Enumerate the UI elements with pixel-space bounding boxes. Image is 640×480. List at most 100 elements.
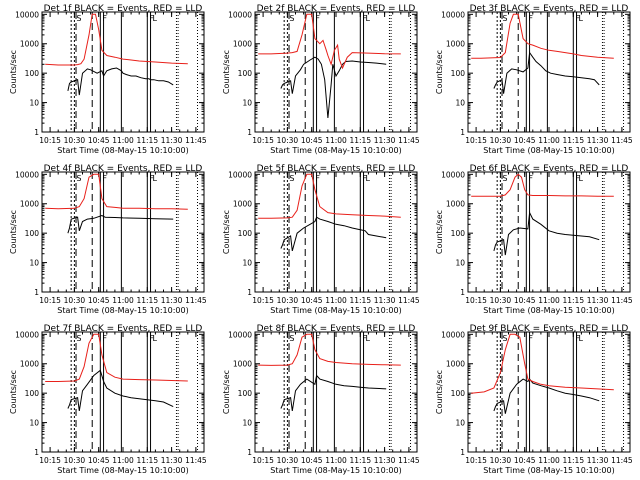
marker-annotation: S (289, 14, 294, 23)
marker-annotation: F (102, 14, 107, 23)
x-tick-label: 11:00 (112, 296, 134, 305)
x-tick-label: 11:30 (374, 296, 396, 305)
x-tick-label: 11:15 (136, 296, 158, 305)
panel-3: Det 3f BLACK = Events, RED = LLD 1 10 100 10… (435, 4, 633, 155)
y-tick-label: 10 (29, 419, 39, 428)
marker-annotation: F (102, 174, 107, 183)
marker-annotation: S (76, 14, 81, 23)
panel-title: Det 5f BLACK = Events, RED = LLD (257, 164, 416, 174)
series-lld (45, 173, 188, 210)
plot-frame (41, 331, 205, 453)
x-tick-label: 11:30 (587, 456, 609, 465)
x-tick-label: 11:00 (538, 296, 560, 305)
x-tick-label: 11:00 (325, 136, 347, 145)
y-tick-label: 1 (247, 288, 252, 297)
panel-title: Det 6f BLACK = Events, RED = LLD (470, 164, 629, 174)
y-tick-label: 100 (238, 69, 253, 78)
series-lld (471, 173, 614, 197)
x-tick-label: 10:45 (301, 136, 323, 145)
panel-6: Det 6f BLACK = Events, RED = LLD 1 10 100 10… (435, 164, 633, 315)
series-events (493, 51, 600, 94)
series-lld (258, 333, 401, 366)
plot-frame (467, 331, 631, 453)
panel-title: Det 3f BLACK = Events, RED = LLD (470, 4, 629, 14)
y-tick-label: 10 (29, 259, 39, 268)
marker-annotation: F (528, 14, 533, 23)
x-axis-label: Start Time (08-May-15 10:10:00) (270, 306, 401, 315)
series-events (67, 214, 174, 234)
marker-annotation: S (76, 334, 81, 343)
y-tick-label: 100 (451, 389, 466, 398)
marker-annotation: F (528, 174, 533, 183)
marker-annotation: F (315, 334, 320, 343)
x-tick-label: 11:45 (185, 296, 207, 305)
x-tick-label: 11:15 (562, 136, 584, 145)
x-tick-label: 11:30 (374, 456, 396, 465)
y-tick-label: 10000 (441, 330, 465, 339)
x-tick-label: 10:15 (465, 296, 487, 305)
y-tick-label: 10000 (441, 10, 465, 19)
y-tick-label: 100 (238, 229, 253, 238)
x-tick-label: 10:30 (277, 136, 299, 145)
x-tick-label: 11:45 (611, 136, 633, 145)
marker-annotation: F (362, 174, 367, 183)
y-tick-label: 100 (238, 389, 253, 398)
series-events (280, 374, 387, 411)
marker-annotation: L (153, 14, 158, 23)
series-events (280, 56, 387, 119)
x-tick-label: 11:15 (136, 136, 158, 145)
y-tick-label: 100 (25, 69, 40, 78)
y-axis-label: Counts/sec (435, 370, 444, 414)
x-axis-label: Start Time (08-May-15 10:10:00) (57, 146, 188, 155)
marker-annotation: S (502, 334, 507, 343)
panel-title: Det 1f BLACK = Events, RED = LLD (44, 4, 203, 14)
x-tick-label: 10:30 (490, 456, 512, 465)
x-tick-label: 10:45 (514, 296, 536, 305)
y-axis-label: Counts/sec (9, 210, 18, 254)
x-tick-label: 11:00 (112, 136, 134, 145)
y-tick-label: 1000 (446, 360, 465, 369)
y-tick-label: 1 (34, 288, 39, 297)
x-axis-label: Start Time (08-May-15 10:10:00) (483, 306, 614, 315)
x-tick-label: 11:00 (112, 456, 134, 465)
x-tick-label: 11:30 (587, 296, 609, 305)
series-lld (45, 333, 188, 382)
y-tick-label: 1 (34, 128, 39, 137)
x-tick-label: 11:15 (349, 296, 371, 305)
x-tick-label: 11:45 (398, 456, 420, 465)
y-tick-label: 1000 (20, 200, 39, 209)
x-tick-label: 11:00 (538, 136, 560, 145)
marker-annotation: L (153, 174, 158, 183)
x-tick-label: 11:30 (161, 296, 183, 305)
x-tick-label: 11:45 (611, 296, 633, 305)
x-tick-label: 11:15 (562, 456, 584, 465)
y-tick-label: 1 (247, 448, 252, 457)
marker-annotation: F (315, 14, 320, 23)
series-events (67, 369, 174, 411)
plot-frame (254, 331, 418, 453)
x-tick-label: 11:30 (161, 456, 183, 465)
x-tick-label: 11:00 (325, 296, 347, 305)
marker-annotation: S (76, 174, 81, 183)
x-tick-label: 11:45 (398, 136, 420, 145)
y-tick-label: 100 (451, 69, 466, 78)
x-tick-label: 10:30 (490, 296, 512, 305)
y-tick-label: 1 (247, 128, 252, 137)
panel-2: Det 2f BLACK = Events, RED = LLD 1 10 100 10… (222, 4, 420, 155)
marker-annotation: F (149, 14, 154, 23)
x-tick-label: 10:15 (252, 136, 274, 145)
plot-frame (467, 171, 631, 293)
y-tick-label: 1000 (446, 200, 465, 209)
x-tick-label: 10:45 (88, 136, 110, 145)
panel-7: Det 7f BLACK = Events, RED = LLD 1 10 100 10… (9, 324, 207, 475)
x-tick-label: 11:15 (562, 296, 584, 305)
y-tick-label: 1 (460, 448, 465, 457)
x-tick-label: 10:30 (277, 456, 299, 465)
panel-1: Det 1f BLACK = Events, RED = LLD 1 10 100 10… (9, 4, 207, 155)
marker-annotation: L (153, 334, 158, 343)
x-tick-label: 10:45 (88, 296, 110, 305)
x-tick-label: 10:15 (465, 456, 487, 465)
x-axis-label: Start Time (08-May-15 10:10:00) (57, 466, 188, 475)
x-tick-label: 11:15 (136, 456, 158, 465)
x-tick-label: 10:15 (252, 296, 274, 305)
